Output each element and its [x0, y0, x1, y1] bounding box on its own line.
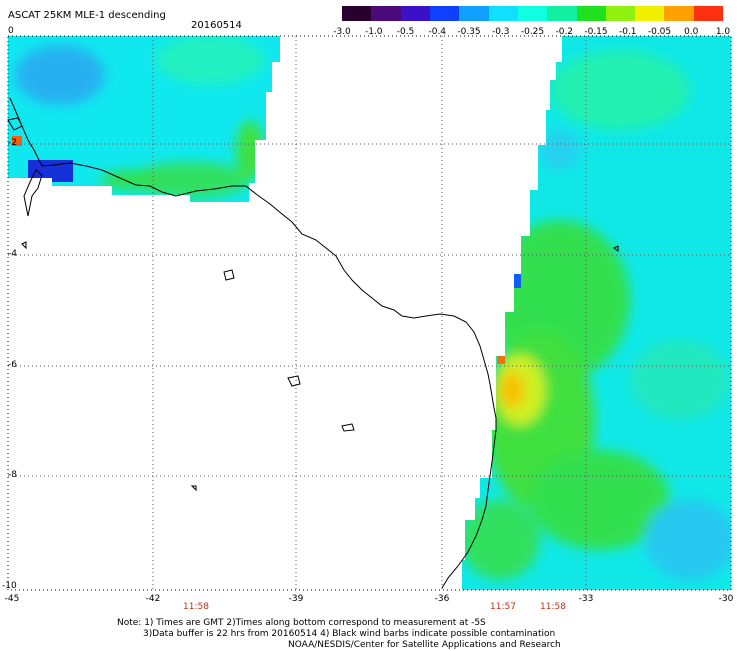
color-scale-segment [576, 6, 606, 21]
footnote: Note: 1) Times are GMT 2)Times along bot… [117, 618, 561, 651]
color-scale-tick-label: -0.5 [396, 27, 415, 37]
color-scale-tick-label: -0.15 [584, 27, 608, 37]
pass-time-label: 11:58 [183, 602, 209, 612]
lat-label-2: -2 [8, 138, 17, 148]
color-scale-bar [342, 6, 724, 21]
lon-label-36: -36 [434, 594, 450, 604]
lat-label-10: -10 [2, 581, 17, 591]
color-scale-tick-label: -1.0 [364, 27, 383, 37]
lon-label-30: -30 [718, 594, 734, 604]
color-scale-segment [400, 6, 430, 21]
color-scale-segment [693, 6, 724, 21]
color-scale-tick-label: -0.05 [647, 27, 672, 37]
color-scale-labels: -3.0 -1.0 -0.5 -0.4 -0.35 -0.3 -0.25 -0.2 -0.15-… [330, 27, 730, 39]
scatterometer-swath-left [8, 36, 280, 202]
scatterometer-swath-right [462, 36, 731, 590]
color-scale-segment [547, 6, 577, 21]
lat-lon-grid [8, 36, 731, 590]
color-scale-tick-label: -0.1 [618, 27, 637, 37]
color-scale-segment [605, 6, 636, 21]
lat-label-4: -4 [8, 249, 17, 259]
color-scale-segment [664, 6, 694, 21]
color-scale-tick-label: -0.2 [555, 27, 574, 37]
color-scale-tick-label: -0.3 [491, 27, 510, 37]
color-scale-tick-label: 0.0 [684, 27, 699, 37]
product-title: ASCAT 25KM MLE-1 descending [8, 10, 166, 21]
color-scale-tick-label: -0.4 [428, 27, 447, 37]
color-scale-segment [429, 6, 460, 21]
lon-label-45: -45 [4, 594, 20, 604]
color-scale-segment [635, 6, 665, 21]
coastline [9, 97, 497, 589]
plot-frame [7, 35, 732, 591]
product-date: 20160514 [191, 20, 242, 31]
color-scale-segment [342, 6, 372, 21]
color-scale-tick-label: 1.0 [715, 27, 731, 37]
color-scale-tick-label: -0.35 [457, 27, 481, 37]
footnote-line-2: 3)Data buffer is 22 hrs from 20160514 4)… [143, 629, 556, 639]
color-scale-segment [371, 6, 401, 21]
lon-label-39: -39 [288, 594, 304, 604]
lon-label-33: -33 [578, 594, 594, 604]
islands [7, 117, 619, 492]
pass-time-label: 11:57 [490, 602, 516, 612]
pass-time-label: 11:58 [540, 602, 566, 612]
lon-label-42: -42 [145, 594, 161, 604]
color-scale-segment [459, 6, 489, 21]
color-scale-tick-label: -3.0 [333, 27, 351, 37]
lat-label-0: 0 [8, 26, 14, 36]
color-scale-segment [517, 6, 548, 21]
color-scale-tick-label: -0.25 [520, 27, 545, 37]
lat-label-8: -8 [8, 470, 17, 480]
color-scale-segment [488, 6, 518, 21]
lat-label-6: -6 [8, 360, 17, 370]
footnote-line-1: Note: 1) Times are GMT 2)Times along bot… [117, 618, 486, 628]
footnote-line-3: NOAA/NESDIS/Center for Satellite Applica… [288, 640, 561, 650]
